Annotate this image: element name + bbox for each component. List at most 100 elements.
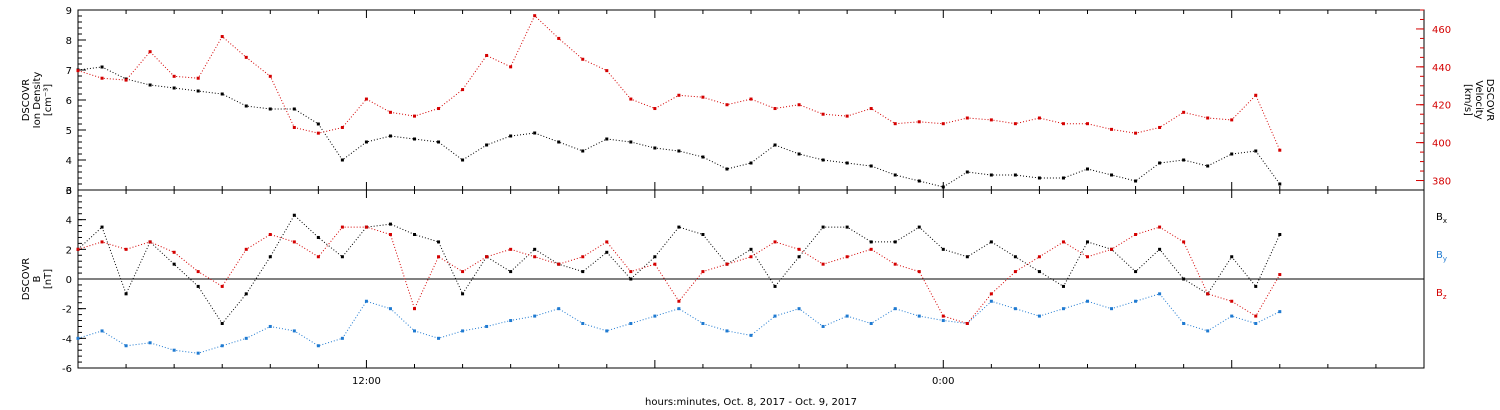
density-point [316,122,320,126]
bx-point [340,255,344,259]
bz-point [316,255,320,259]
bz-point [1086,255,1089,259]
by-point [1230,314,1234,318]
bx-point [172,262,176,266]
velocity-point [749,97,753,101]
density-tick-label: 7 [66,66,72,77]
bx-point [893,240,897,244]
density-point [292,107,296,111]
velocity-point [797,103,801,107]
density-axis-title: Ion Density [32,72,43,129]
density-point [244,104,248,108]
density-axis-title: [cm⁻³] [43,84,54,116]
b-tick-label: 6 [66,186,72,197]
density-tick-label: 6 [66,96,72,107]
bx-point [869,240,873,244]
bx-point [268,255,272,259]
bx-point [413,233,416,236]
by-point [124,344,128,348]
velocity-point [725,103,729,107]
density-point [821,158,825,162]
bx-point [437,240,441,244]
density-point [749,161,753,165]
bz-point [100,240,104,244]
density-point [605,137,609,141]
by-point [1134,299,1138,303]
by-point [461,329,465,333]
chart-frames [77,9,1425,369]
density-tick-label: 9 [66,6,72,17]
bz-point [268,233,272,236]
density-point [1254,149,1258,153]
velocity-axis-title: DSCOVR [1484,79,1495,122]
by-point [1086,299,1089,303]
velocity-point [893,122,897,126]
bz-point [677,299,681,303]
velocity-point-trail [77,14,1281,151]
b-axis-title: B [32,275,43,282]
velocity-point [461,88,465,92]
density-point [965,170,969,174]
velocity-point [1037,116,1041,120]
bx-point [629,277,633,281]
bz-point [388,233,392,236]
legend-subscript: x [1443,217,1447,225]
by-point [220,344,224,348]
density-point [413,137,416,141]
velocity-point [1013,122,1017,126]
density-point [773,143,777,147]
velocity-tick-label: 400 [1432,139,1451,150]
b-tick-label: -6 [62,364,72,375]
bx-point [605,250,609,254]
by-point [677,307,681,311]
bz-point [1134,233,1138,236]
density-point [220,92,224,96]
by-point [773,314,777,318]
bx-point [244,292,248,296]
density-point [196,89,200,93]
x-tick-label: 12:00 [352,376,381,387]
b-tick-label: 4 [66,216,72,227]
by-point [845,314,849,318]
density-point [1013,173,1017,177]
density-point [437,140,441,144]
bz-point [1206,292,1210,296]
density-point [1158,161,1162,165]
velocity-point [124,78,128,82]
b-tick-label: -2 [62,305,72,316]
legend-subscript: z [1443,293,1447,301]
bx-point [653,255,657,259]
density-point [1182,158,1186,162]
by-point [1182,322,1186,325]
velocity-point [1254,93,1258,97]
density-point [1230,152,1234,156]
velocity-point [1086,122,1089,126]
b-tick-label: 2 [66,245,72,256]
velocity-point [1061,122,1065,126]
bx-point [773,284,777,288]
bz-point [413,307,416,311]
bx-point [965,255,969,259]
velocity-point [220,35,224,39]
velocity-tick-label: 420 [1432,101,1451,112]
legend-entry-bz: Bz [1436,288,1447,301]
by-point [196,351,200,355]
velocity-point [437,107,441,111]
chart-text: 3 4 5 6 7 8 9 380 400 420 440 460 -6 -4 -2 0 2 4 6 12:00 0:0… [21,6,1495,408]
bx-point [124,292,128,296]
density-point [725,167,729,171]
density-point [677,149,681,153]
bz-point [749,255,753,259]
density-point [509,134,513,138]
b-axis-title: DSCOVR [21,258,32,301]
density-point [869,164,873,168]
velocity-tick-label: 440 [1432,63,1451,74]
by-point [725,329,729,333]
velocity-point [653,107,657,111]
density-point [172,86,176,90]
velocity-point [100,76,104,80]
bz-point [989,292,993,296]
by-point [749,333,753,337]
legend-entry-bx: Bx [1436,212,1447,225]
velocity-tick-label: 380 [1432,177,1451,188]
